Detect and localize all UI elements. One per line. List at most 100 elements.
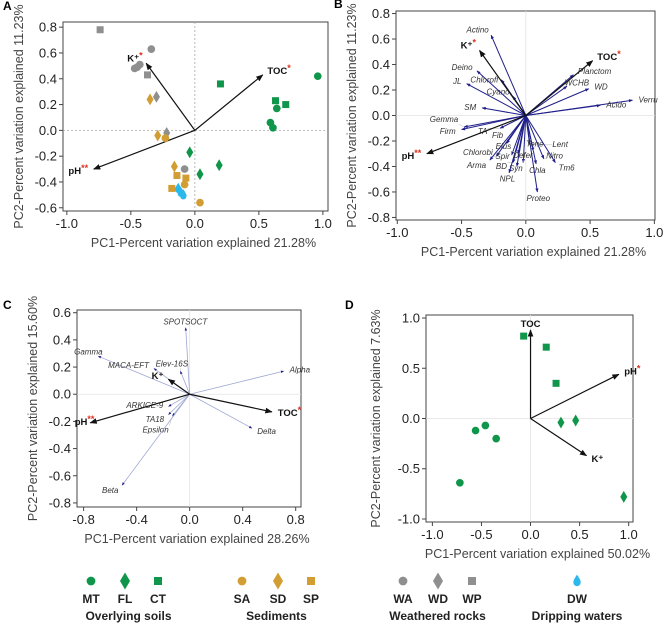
panel-d: D -1.0 -0.5 0.0 0.5 1.0 -1.0 -0.5 0.0 0.5 1.0 PC1-P… xyxy=(345,298,650,561)
biplot-vector: ARKICE-9 xyxy=(125,393,190,410)
vector-label: SPOTSOCT xyxy=(163,318,208,327)
vector-name: pH xyxy=(75,417,88,428)
sample-point-ct xyxy=(282,101,290,109)
x-tick-label: 0.4 xyxy=(234,512,252,527)
vector-label: pH** xyxy=(402,148,422,162)
y-tick-label: 0.0 xyxy=(402,411,420,426)
vector-label: Delta xyxy=(257,427,276,436)
x-tick-label: 0.5 xyxy=(581,225,599,240)
vector-name: K⁺ xyxy=(461,41,473,52)
legend-code: SP xyxy=(303,592,319,606)
y-tick-label: -0.2 xyxy=(368,133,390,148)
biplot-vector: pH** xyxy=(402,114,527,162)
vector-label: K⁺* xyxy=(461,38,477,52)
vector-arrow xyxy=(180,370,191,395)
panel-b: B -1.0 -0.5 0.0 0.5 1.0 -0.8 -0.6 -0.4 -0.2 0.0 0.2… xyxy=(334,0,663,259)
significance-star: ** xyxy=(81,163,89,173)
y-tick-label: 0.4 xyxy=(372,57,390,72)
vector-label: Chlorobi xyxy=(463,148,493,157)
vector-name: Elus xyxy=(496,142,512,151)
square-icon xyxy=(468,577,476,585)
vector-name: K⁺ xyxy=(127,53,139,64)
sample-point-ct xyxy=(272,97,280,105)
y-tick-label: -0.6 xyxy=(368,184,390,199)
vector-label: Beta xyxy=(102,486,119,495)
vector-name: SM xyxy=(464,103,476,112)
x-tick-label: -1.0 xyxy=(421,527,443,542)
vector-label: TOC xyxy=(521,319,541,330)
panel-letter: C xyxy=(3,298,12,312)
biplot-vector: Nitro xyxy=(525,115,564,160)
vector-arrow xyxy=(89,393,190,424)
vector-label: Spir xyxy=(495,152,510,161)
diamond-icon xyxy=(273,572,283,590)
vector-label: Actino xyxy=(466,26,490,35)
vector-arrow xyxy=(525,115,545,160)
label-leader-line xyxy=(458,123,465,128)
y-tick-label: -0.2 xyxy=(49,414,71,429)
vector-name: Chlorofl xyxy=(470,75,498,84)
biplot-vector: Beta xyxy=(102,393,190,495)
y-tick-label: 0.8 xyxy=(39,20,57,35)
diamond-icon xyxy=(120,572,130,590)
vector-name: MACA-EFT xyxy=(108,361,150,370)
sample-point-ct xyxy=(216,80,224,88)
sample-point-ct xyxy=(552,379,560,387)
vector-name: Alpha xyxy=(289,366,311,375)
legend-code: SA xyxy=(234,592,251,606)
y-tick-label: -0.6 xyxy=(49,468,71,483)
biplot-vector: Tm6 xyxy=(525,115,576,173)
vector-name: Chla xyxy=(529,166,546,175)
significance-star: * xyxy=(473,38,477,48)
vector-name: Deino xyxy=(452,63,473,72)
vector-name: pH xyxy=(402,151,415,162)
biplot-vector: Alpha xyxy=(189,366,311,395)
vector-label: Chlorofl xyxy=(470,75,498,84)
x-tick-label: -1.0 xyxy=(56,216,78,231)
vector-label: Elus xyxy=(496,142,512,151)
sample-point-fl xyxy=(186,146,194,159)
y-tick-label: 1.0 xyxy=(402,311,420,326)
biplot-vector: SM xyxy=(464,103,526,116)
legend-item-sp: SP xyxy=(303,577,319,606)
panel-a: A -1.0 -0.5 0.0 0.5 1.0 -0.6 -0.4 -0.2 0.0 0.2 0.4 0… xyxy=(3,0,332,250)
biplot-vector: WD xyxy=(525,82,608,116)
y-axis-title: PC2-Percent variation explained 15.60% xyxy=(26,296,40,521)
vector-label: pH* xyxy=(624,364,641,378)
legend-item-sa: SA xyxy=(234,576,251,606)
vector-label: TOC* xyxy=(267,63,291,77)
vector-name: Beta xyxy=(102,486,119,495)
biplot-vector: Actino xyxy=(466,26,527,116)
sample-point-sp xyxy=(173,172,181,180)
vector-name: Planctom xyxy=(578,67,612,76)
vector-name: NPL xyxy=(500,175,516,184)
y-axis-title: PC2-Percent variation explained 7.63% xyxy=(369,309,383,527)
vector-label: WD xyxy=(594,82,608,91)
vector-name: Epsilon xyxy=(142,426,169,435)
square-icon xyxy=(307,577,315,585)
legend-code: MT xyxy=(82,592,100,606)
biplot-vector: Firm xyxy=(440,115,526,136)
sample-point-mt xyxy=(272,104,281,113)
vector-name: Gemma xyxy=(430,115,459,124)
vector-arrow xyxy=(525,60,594,116)
vector-label: WCHB xyxy=(565,79,590,88)
legend-code: DW xyxy=(567,592,588,606)
vector-name: WCHB xyxy=(565,79,590,88)
vector-name: Tm6 xyxy=(559,164,576,173)
label-leader-line xyxy=(511,150,519,154)
vector-arrow xyxy=(525,104,601,116)
y-tick-label: -0.6 xyxy=(35,200,57,215)
vector-arrow xyxy=(194,74,264,131)
vector-label: Planctom xyxy=(578,67,612,76)
y-tick-label: -0.2 xyxy=(35,149,57,164)
x-tick-label: 0.0 xyxy=(517,225,535,240)
sample-point-sp xyxy=(182,174,190,182)
vector-label: Alpha xyxy=(289,366,311,375)
legend-code: SD xyxy=(270,592,287,606)
biplot-vector: TOC* xyxy=(189,393,302,419)
circle-icon xyxy=(398,576,408,586)
vector-arrow xyxy=(525,115,556,163)
biplot-vector: Elus xyxy=(496,115,527,155)
